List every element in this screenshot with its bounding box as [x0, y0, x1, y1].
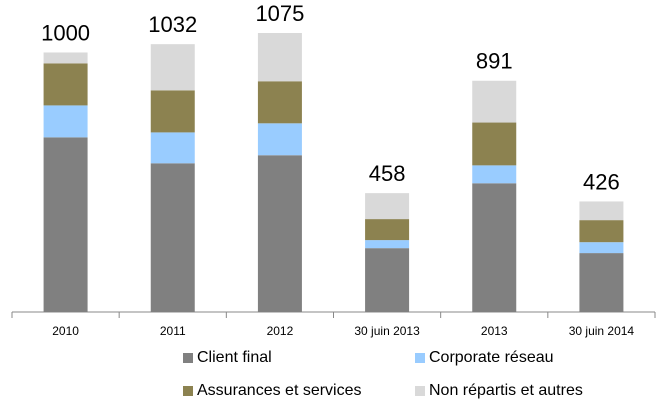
bar-segment: [43, 63, 88, 106]
x-tick-label: 2010: [52, 324, 79, 338]
bar-segment: [472, 165, 517, 184]
bar-segment: [257, 123, 302, 156]
x-tick-label: 30 juin 2014: [569, 324, 635, 338]
bar-segment: [365, 219, 410, 241]
bar-segment: [43, 105, 88, 138]
bar-segment: [43, 52, 88, 64]
legend-swatch: [415, 386, 425, 396]
x-tick-label: 30 juin 2013: [354, 324, 420, 338]
bar-segment: [365, 248, 410, 312]
bar-segment: [257, 33, 302, 82]
legend-swatch: [183, 353, 193, 363]
bar-segment: [472, 122, 517, 166]
total-label: 458: [369, 161, 406, 186]
bar-segment: [150, 163, 195, 312]
total-label: 1032: [148, 12, 197, 37]
total-label: 1075: [255, 1, 304, 26]
x-tick-label: 2012: [267, 324, 294, 338]
x-tick-label: 2011: [160, 324, 186, 338]
bar-segment: [365, 193, 410, 220]
bar-segment: [365, 240, 410, 249]
legend-label: Assurances et services: [197, 382, 362, 399]
bar-segment: [257, 81, 302, 124]
bar-segment: [150, 90, 195, 133]
bar-segment: [150, 44, 195, 91]
total-label: 891: [476, 49, 513, 74]
bar-segment: [150, 132, 195, 164]
legend-swatch: [415, 353, 425, 363]
total-label: 426: [583, 169, 620, 194]
bar-segment: [472, 80, 517, 123]
bar-segment: [579, 220, 624, 243]
legend-label: Corporate réseau: [429, 349, 554, 366]
bar-segment: [579, 242, 624, 254]
bar-segment: [257, 155, 302, 312]
legend-swatch: [183, 386, 193, 396]
legend-label: Client final: [197, 349, 272, 366]
bar-segment: [579, 201, 624, 221]
bar-segment: [472, 183, 517, 312]
bar-segment: [43, 137, 88, 312]
total-label: 1000: [41, 20, 90, 45]
x-tick-label: 2013: [481, 324, 508, 338]
bar-segment: [579, 253, 624, 312]
legend-label: Non répartis et autres: [429, 382, 583, 399]
